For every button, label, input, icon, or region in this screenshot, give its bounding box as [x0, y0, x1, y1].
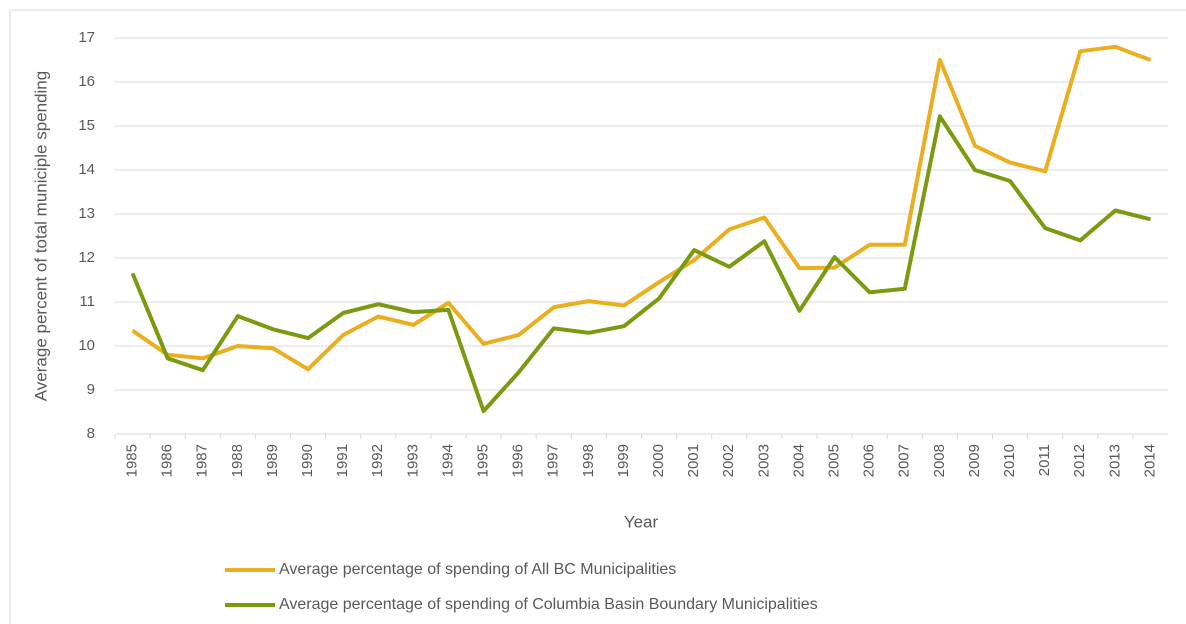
- x-tick-label: 2007: [896, 444, 913, 477]
- x-tick-label: 1999: [615, 444, 632, 477]
- x-tick-label: 1991: [334, 444, 351, 477]
- y-tick-label: 9: [87, 381, 95, 398]
- x-tick-label: 2010: [1001, 444, 1018, 477]
- series-line: [131, 44, 1152, 372]
- x-tick-label: 1998: [580, 444, 597, 477]
- x-tick-label: 1985: [124, 444, 141, 477]
- x-tick-label: 2011: [1036, 444, 1053, 476]
- y-tick-label: 14: [78, 161, 95, 178]
- x-tick-label: 2005: [826, 444, 843, 477]
- x-tick-label: 2003: [755, 444, 772, 477]
- y-tick-label: 11: [79, 293, 95, 310]
- x-tick-label: 1997: [545, 444, 562, 477]
- y-tick-label: 8: [87, 425, 95, 442]
- x-axis-title: Year: [624, 512, 659, 531]
- x-tick-label: 2001: [685, 444, 702, 477]
- y-axis-title: Average percent of total municiple spend…: [31, 71, 50, 401]
- x-tick-label: 1988: [229, 444, 246, 477]
- series-line: [130, 114, 1151, 414]
- x-tick-label: 1996: [510, 444, 527, 477]
- y-tick-label: 12: [78, 249, 95, 266]
- x-tick-label: 2000: [650, 444, 667, 477]
- legend-label: Average percentage of spending of All BC…: [279, 561, 676, 578]
- x-tick-label: 1995: [475, 444, 492, 477]
- x-tick-label: 1990: [299, 444, 316, 477]
- x-tick-label: 2009: [966, 444, 983, 477]
- x-tick-label: 1987: [194, 444, 211, 477]
- x-tick-label: 1994: [439, 444, 456, 477]
- x-tick-label: 2012: [1071, 444, 1088, 477]
- x-tick-label: 1993: [404, 444, 421, 477]
- x-tick-label: 2013: [1106, 444, 1123, 477]
- y-tick-label: 13: [78, 205, 95, 222]
- y-tick-label: 17: [78, 29, 95, 46]
- legend-label: Average percentage of spending of Columb…: [279, 596, 818, 613]
- x-tick-label: 1986: [159, 444, 176, 477]
- x-tick-label: 2014: [1141, 444, 1158, 477]
- y-tick-label: 15: [78, 117, 95, 134]
- y-tick-label: 16: [78, 73, 95, 90]
- y-tick-label: 10: [78, 337, 95, 354]
- x-tick-label: 1992: [369, 444, 386, 477]
- x-tick-label: 2002: [720, 444, 737, 477]
- x-tick-label: 2004: [790, 444, 807, 477]
- x-tick-label: 2008: [931, 444, 948, 477]
- x-tick-label: 1989: [264, 444, 281, 477]
- x-tick-label: 2006: [861, 444, 878, 477]
